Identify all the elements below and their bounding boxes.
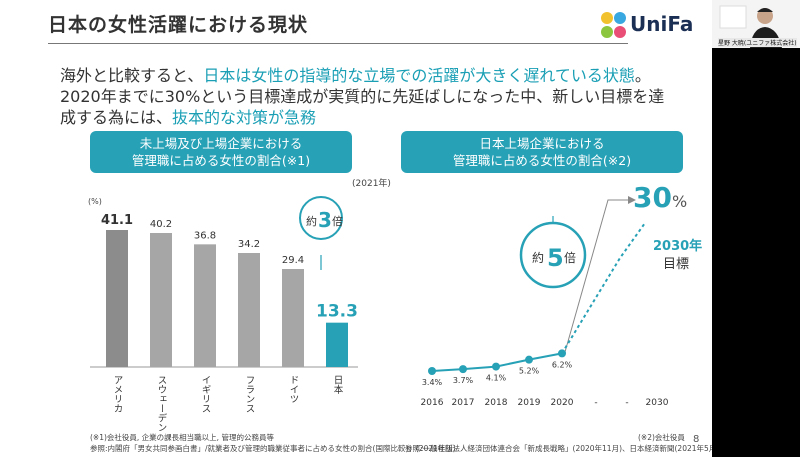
bar-3	[238, 253, 260, 367]
left-header-line-1: 未上場及び上場企業における	[139, 136, 303, 151]
line-point-4	[558, 349, 566, 358]
bar-value-label-1: 40.2	[150, 219, 172, 230]
bar-chart: 41.1 アメリカ 40.2 スウェーデン 36.8 イギリス 34.2 フランス 29.4 ドイ…	[90, 213, 358, 432]
multiplier-badge-right: 約 5 倍	[519, 216, 587, 289]
trend-arrow-line	[564, 199, 628, 353]
bar-category-label-1: スウェーデン	[156, 375, 168, 432]
logo-dot-green	[601, 26, 613, 38]
line-point-label-1: 3.7%	[453, 376, 474, 385]
logo-dot-pink	[614, 26, 626, 38]
target-value: 30	[633, 181, 672, 214]
right-header-line-1: 日本上場企業における	[479, 136, 605, 151]
line-point-label-0: 3.4%	[422, 378, 443, 387]
bar-category-label-0: アメリカ	[112, 375, 123, 413]
line-point-2	[492, 362, 500, 371]
line-point-1	[459, 365, 467, 374]
logo-dot-yellow	[601, 12, 613, 24]
right-header-line-2: 管理職に占める女性の割合(※2)	[452, 153, 632, 168]
bar-value-label-4: 29.4	[282, 255, 304, 266]
line-point-3	[525, 355, 533, 364]
right-footnote-2: 参照:一般社団法人経済団体連合会「新成長戦略」(2020年11月)、日本経済新聞…	[405, 444, 712, 453]
intro-line-3: 成する為には、抜本的な対策が急務	[60, 104, 316, 128]
left-footnote-2: 参照:内閣府「男女共同参画白書」/就業者及び管理的職業従事者に占める女性の割合(…	[90, 444, 456, 453]
bar-0	[106, 230, 128, 367]
badge-left-number: 3	[318, 208, 332, 232]
target-goal-label: 目標	[663, 257, 690, 272]
slide: 日本の女性活躍における現状 UniFa 海外と比較すると、日本は女性の指導的な立…	[0, 0, 712, 457]
x-tick-label-4: 2020	[551, 398, 574, 408]
bar-2	[194, 244, 216, 367]
x-tick-label-6: -	[625, 398, 628, 408]
bar-4	[282, 269, 304, 367]
line-point-label-4: 6.2%	[552, 360, 573, 369]
bar-category-label-3: フランス	[244, 375, 255, 413]
line-point-label-3: 5.2%	[519, 367, 540, 376]
wall-frame	[719, 5, 747, 29]
left-footnote-1: (※1)会社役員, 企業の課長相当職以上, 管理的公務員等	[90, 433, 274, 442]
x-tick-label-7: 2030	[646, 398, 669, 408]
bar-value-label-2: 36.8	[194, 230, 216, 241]
line-point-label-2: 4.1%	[486, 374, 507, 383]
bar-1	[150, 233, 172, 367]
unit-label: (%)	[88, 197, 102, 206]
line-point-0	[428, 367, 436, 375]
presenter-name-tag: 星野 大暁(ユニファ株式会社)	[718, 38, 797, 47]
bar-category-label-2: イギリス	[200, 375, 212, 413]
multiplier-badge-left: 約 3 倍	[299, 196, 343, 270]
intro-line-1a: 海外と比較すると、	[60, 66, 204, 85]
bar-value-label-3: 34.2	[238, 239, 260, 250]
x-tick-label-2: 2018	[485, 398, 508, 408]
slide-title: 日本の女性活躍における現状	[48, 14, 309, 36]
target-year-label: 2030年	[653, 239, 703, 254]
badge-right-suffix: 倍	[564, 250, 576, 265]
trend-arrow-head	[628, 196, 636, 204]
intro-line-1c: 。	[634, 66, 651, 85]
badge-right-number: 5	[547, 244, 564, 272]
badge-left-prefix: 約	[306, 214, 317, 228]
intro-line-2: 2020年までに30%という目標達成が実質的に先延ばしになった中、新しい目標を達	[60, 87, 665, 106]
year-note: (2021年)	[352, 179, 391, 189]
x-tick-label-1: 2017	[452, 398, 475, 408]
page-number: 8	[693, 434, 700, 445]
x-tick-label-0: 2016	[421, 398, 444, 408]
bar-value-label-0: 41.1	[101, 213, 133, 228]
title-divider	[48, 43, 628, 44]
target-value-label: 30%	[633, 181, 687, 214]
intro-highlight-2: 抜本的な対策が急務	[172, 108, 317, 127]
badge-right-circle	[519, 221, 587, 289]
bar-5	[326, 322, 348, 367]
bar-category-label-5: 日本	[332, 375, 344, 395]
logo-dot-blue	[614, 12, 626, 24]
left-header-line-2: 管理職に占める女性の割合(※1)	[131, 153, 311, 168]
camera-preview: 星野 大暁(ユニファ株式会社)	[712, 0, 800, 48]
badge-left-suffix: 倍	[332, 214, 343, 228]
unifa-logo	[601, 12, 626, 38]
right-chart-header: 日本上場企業における 管理職に占める女性の割合(※2)	[401, 131, 683, 173]
line-chart: 3.4% 3.7% 4.1% 5.2% 6.2% 2016 2017 2018 2019 2020…	[421, 196, 669, 408]
x-tick-label-3: 2019	[518, 398, 541, 408]
right-footnote-1: (※2)会社役員	[638, 433, 685, 442]
bar-category-label-4: ドイツ	[288, 375, 300, 404]
x-tick-label-5: -	[594, 398, 597, 408]
intro-line-1: 海外と比較すると、日本は女性の指導的な立場での活躍が大きく遅れている状態。	[60, 62, 651, 86]
target-unit: %	[671, 192, 688, 211]
badge-left-circle	[299, 196, 343, 240]
badge-right-prefix: 約	[532, 250, 544, 265]
line-series-projection	[561, 222, 646, 354]
logo-text: UniFa	[630, 12, 694, 36]
intro-highlight-1: 日本は女性の指導的な立場での活躍が大きく遅れている状態	[203, 66, 635, 85]
bar-value-label-5: 13.3	[316, 302, 358, 322]
intro-line-3a: 成する為には、	[60, 108, 173, 127]
left-chart-header: 未上場及び上場企業における 管理職に占める女性の割合(※1)	[90, 131, 352, 173]
